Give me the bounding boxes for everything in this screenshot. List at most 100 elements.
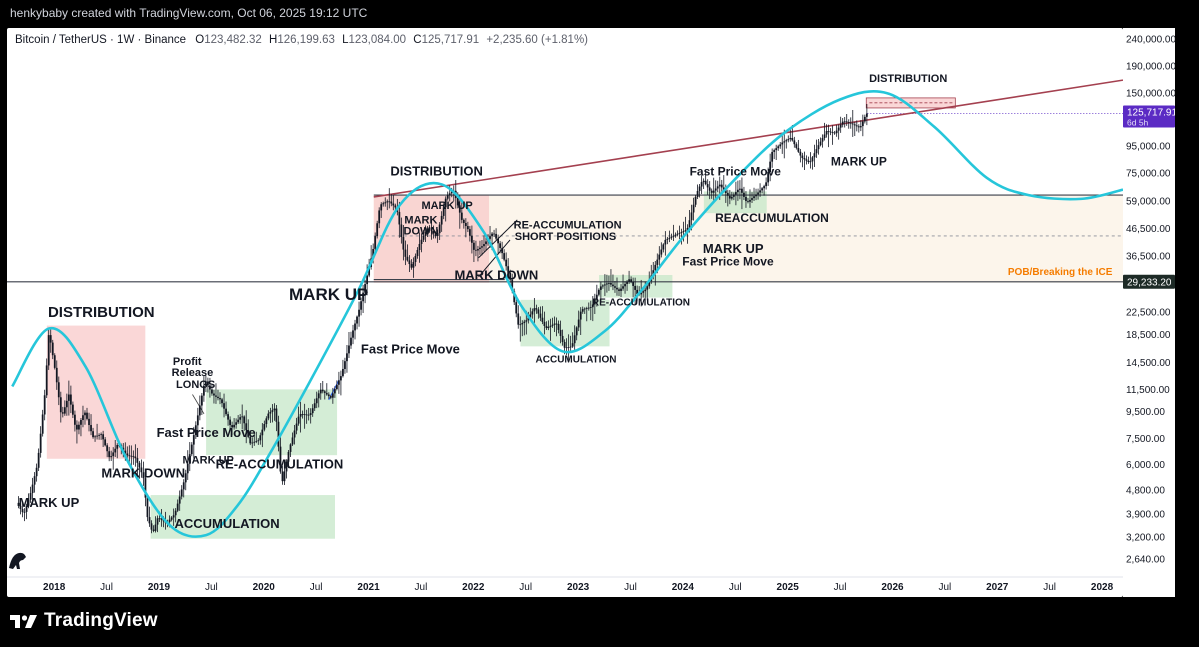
annotation-label[interactable]: DISTRIBUTION xyxy=(48,304,155,321)
annotation-label[interactable]: MARK UP xyxy=(289,285,368,304)
y-tick-label: 2,640.00 xyxy=(1126,555,1165,566)
candle-body xyxy=(581,309,584,312)
zone-green[interactable] xyxy=(150,495,335,539)
candle-body xyxy=(851,123,854,125)
candle-body xyxy=(45,365,48,396)
candle-body xyxy=(444,198,447,208)
candle-body xyxy=(551,324,554,326)
candle-body xyxy=(573,335,576,344)
candle-body xyxy=(666,238,669,240)
annotation-label[interactable]: SHORT POSITIONS xyxy=(515,231,616,243)
candle-body xyxy=(468,229,471,236)
annotation-label[interactable]: RE-ACCUMULATION xyxy=(216,456,344,471)
candle-body xyxy=(104,439,107,446)
candle-body xyxy=(275,408,278,422)
annotation-label[interactable]: Fast Price Move xyxy=(157,425,256,440)
annotation-label[interactable]: Profit xyxy=(173,356,202,368)
ohlc-open-label: O xyxy=(195,34,204,46)
annotation-label[interactable]: POB/Breaking the ICE xyxy=(1008,267,1113,278)
annotation-label[interactable]: MARK UP xyxy=(831,155,887,169)
candle-body xyxy=(861,121,864,127)
candle-body xyxy=(644,289,647,292)
annotation-label[interactable]: LONGS xyxy=(176,379,215,391)
candle-body xyxy=(283,471,286,482)
wedge-line[interactable] xyxy=(478,239,511,278)
price-axis-panel[interactable]: 240,000.00 190,000.00 150,000.00 95,000.00 7… xyxy=(1123,28,1177,597)
annotation-label[interactable]: MARK xyxy=(404,214,437,226)
candle-body xyxy=(614,286,616,288)
market-cycle-curve[interactable] xyxy=(11,89,1123,538)
candle-body xyxy=(652,270,655,276)
candle-body xyxy=(591,304,594,308)
tradingview-logo-icon xyxy=(10,615,37,628)
candle-body xyxy=(335,384,338,390)
last-price-tag[interactable] xyxy=(1123,105,1175,128)
candle-body xyxy=(174,510,177,516)
candle-body xyxy=(327,394,330,397)
candle-body xyxy=(340,376,342,381)
candle-body xyxy=(223,403,225,409)
annotation-label[interactable]: Fast Price Move xyxy=(682,255,774,269)
candle-body xyxy=(632,281,635,286)
candle-body xyxy=(624,283,626,287)
annotation-label[interactable]: RE-ACCUMULATION xyxy=(514,219,622,231)
candle-body xyxy=(412,262,415,268)
candle-body xyxy=(706,184,709,188)
annotation-label[interactable]: DISTRIBUTION xyxy=(869,73,947,85)
annotation-label[interactable]: MARK UP xyxy=(703,241,764,256)
candle-body xyxy=(507,266,510,273)
annotation-label[interactable]: Fast Price Move xyxy=(361,341,460,356)
candle-body xyxy=(759,190,761,193)
annotation-label[interactable]: RE-ACCUMULATION xyxy=(592,298,690,309)
x-tick-label: Jul xyxy=(205,582,218,593)
candle-body xyxy=(182,482,185,490)
candle-body xyxy=(503,253,506,260)
candle-body xyxy=(849,122,852,124)
price-axis[interactable]: 240,000.00 190,000.00 150,000.00 95,000.00 7… xyxy=(1123,28,1177,597)
candle-body xyxy=(241,416,244,418)
annotation-label[interactable]: MARK UP xyxy=(421,200,472,212)
annotation-label[interactable]: ACCUMULATION xyxy=(536,355,617,366)
candle-body xyxy=(610,283,612,285)
ohlc-low-label: L xyxy=(342,34,349,46)
candle-body xyxy=(587,307,590,309)
candle-body xyxy=(855,125,858,127)
annotation-label[interactable]: REACCUMULATION xyxy=(715,211,829,225)
annotation-label[interactable]: DISTRIBUTION xyxy=(390,163,482,178)
level-price-tag[interactable] xyxy=(1123,274,1175,289)
annotation-label[interactable]: ACCUMULATION xyxy=(174,516,279,531)
annotation-label[interactable]: DOWN xyxy=(404,226,439,238)
annotation-label[interactable]: MARK UP xyxy=(183,454,234,466)
candle-body xyxy=(146,497,149,518)
resistance-trendline[interactable] xyxy=(373,79,1123,198)
x-tick-label: 2027 xyxy=(986,582,1009,593)
chart-panel[interactable]: DISTRIBUTION MARK UP MARK DOWN ACCUMULATION… xyxy=(7,28,1123,597)
candle-body xyxy=(450,191,453,194)
y-tick-label: 22,500.00 xyxy=(1126,307,1171,318)
candle-body xyxy=(509,272,512,280)
candle-body xyxy=(601,285,604,287)
candle-body xyxy=(88,418,90,426)
annotation-label[interactable]: MARK DOWN xyxy=(454,268,538,283)
annotation-label[interactable]: MARK DOWN xyxy=(101,466,185,481)
candle-body xyxy=(460,212,463,220)
last-price-value: 125,717.91 xyxy=(1127,108,1175,119)
symbol-title[interactable]: Bitcoin / TetherUS · 1W · Binance xyxy=(15,34,186,46)
candle-body xyxy=(799,151,802,156)
zone-red[interactable] xyxy=(46,325,146,459)
y-tick-label: 59,000.00 xyxy=(1126,196,1171,207)
x-tick-label: 2023 xyxy=(567,582,590,593)
candle-body xyxy=(511,279,514,291)
candle-body xyxy=(541,317,544,322)
annotation-label[interactable]: Release xyxy=(172,367,214,379)
chart-caption: henkybaby created with TradingView.com, … xyxy=(10,6,368,20)
annotation-label[interactable]: MARK UP xyxy=(19,495,80,510)
candle-body xyxy=(565,347,568,349)
candle-body xyxy=(116,445,119,449)
annotation-label[interactable]: Fast Price Move xyxy=(690,164,782,178)
candle-body xyxy=(17,502,20,506)
candle-body xyxy=(606,283,608,285)
candle-body xyxy=(390,201,393,204)
